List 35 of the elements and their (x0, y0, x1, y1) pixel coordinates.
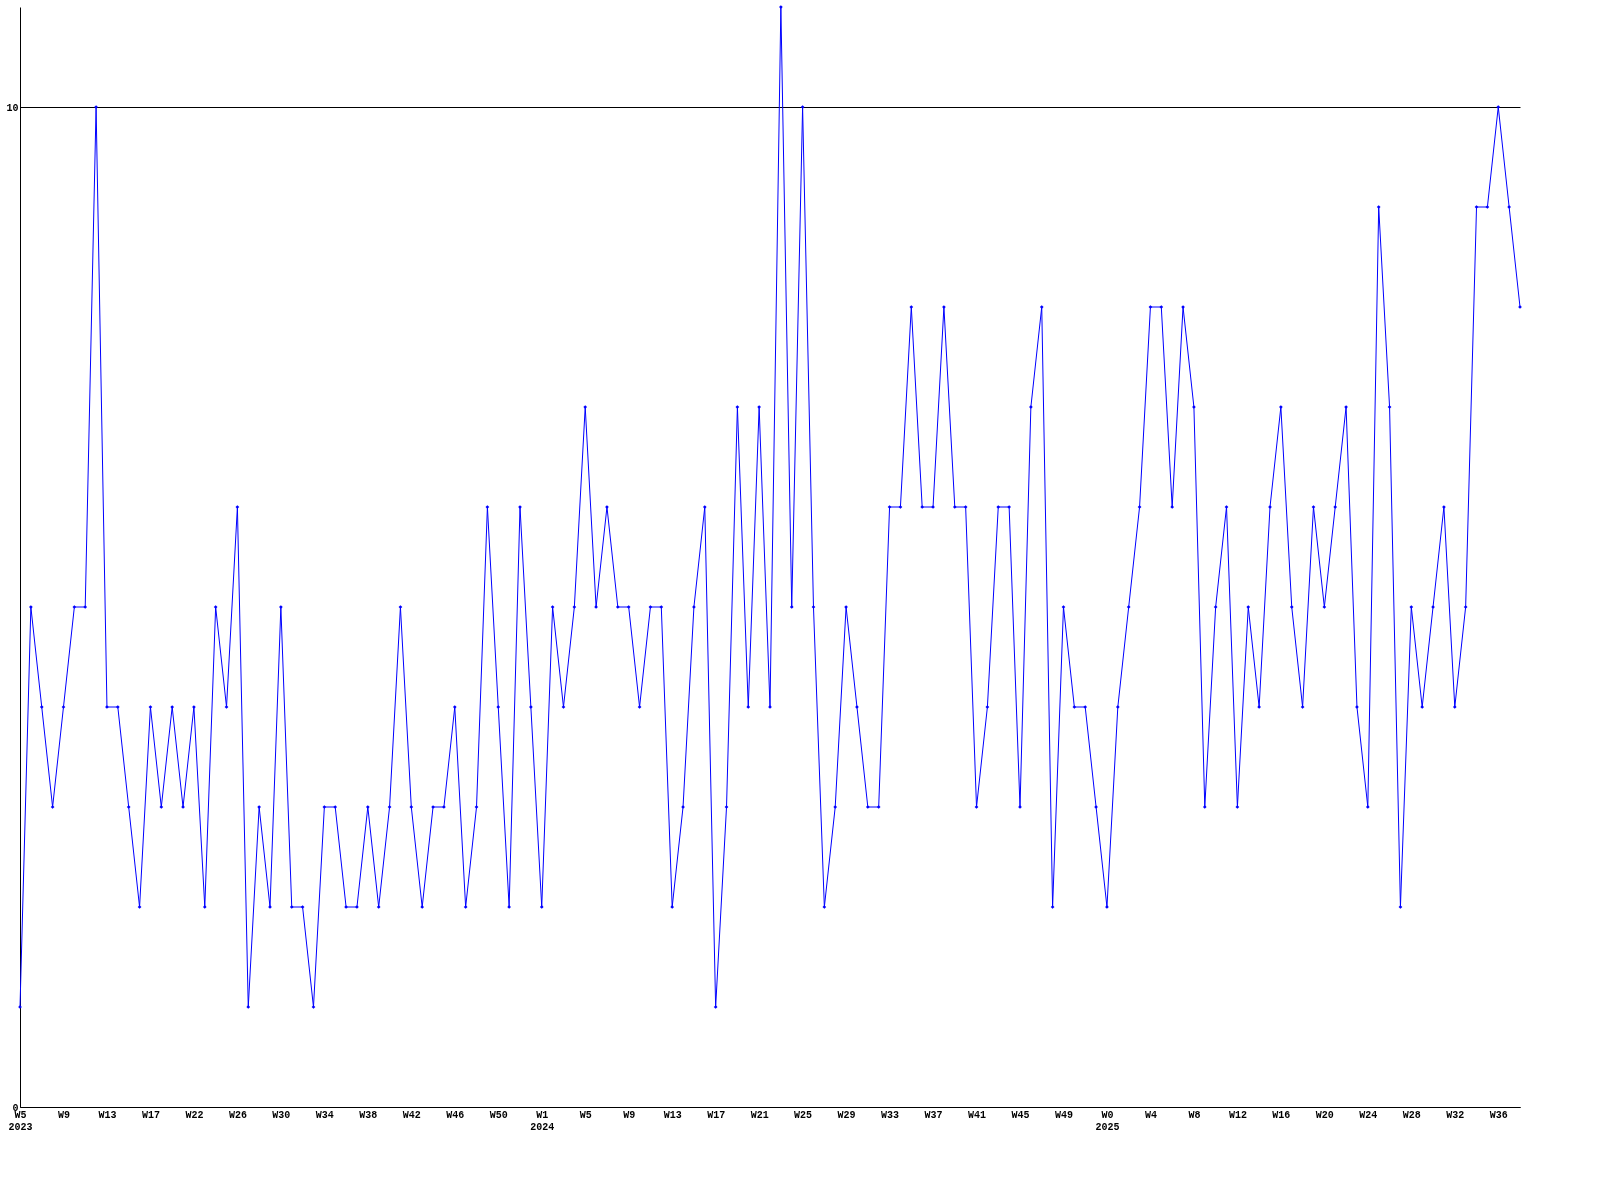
x-tick-label: W17 (141, 1109, 160, 1121)
x-tick-label: W25 (794, 1109, 813, 1121)
x-tick-label: W49 (1054, 1109, 1073, 1121)
x-tick-label: W12 (1228, 1109, 1247, 1121)
x-tick-label: W33 (881, 1109, 900, 1121)
x-tick-label: W37 (924, 1109, 943, 1121)
x-tick-label: W28 (1402, 1109, 1421, 1121)
x-tick-label: W13 (98, 1109, 117, 1121)
x-tick-label: W22 (185, 1109, 204, 1121)
x-tick-label: W17 (707, 1109, 726, 1121)
x-tick-label: W30 (272, 1109, 291, 1121)
x-tick-label: W42 (402, 1109, 421, 1121)
x-tick-label: W50 (489, 1109, 508, 1121)
x-tick-label: W34 (315, 1109, 334, 1121)
x-tick-label: W26 (228, 1109, 247, 1121)
x-tick-label: W46 (446, 1109, 465, 1121)
x-tick-label: W4 (1144, 1109, 1157, 1121)
x-tick-label: W9 (57, 1109, 70, 1121)
x-tick-label: W24 (1359, 1109, 1378, 1121)
y-tick-label: 10 (6, 102, 19, 114)
x-tick-label: W5 (579, 1109, 592, 1121)
x-tick-label: W45 (1011, 1109, 1030, 1121)
x-tick-label: W32 (1446, 1109, 1465, 1121)
x-tick-label: W20 (1315, 1109, 1334, 1121)
x-tick-label: W1 2024 (530, 1109, 555, 1133)
x-tick-label: W0 2025 (1095, 1109, 1120, 1133)
x-tick-label: W41 (968, 1109, 987, 1121)
x-tick-label: W36 (1489, 1109, 1508, 1121)
x-tick-label: W9 (623, 1109, 636, 1121)
x-tick-label: W29 (837, 1109, 856, 1121)
x-tick-label: W13 (663, 1109, 682, 1121)
x-tick-label: W8 (1188, 1109, 1201, 1121)
x-tick-label: W38 (359, 1109, 378, 1121)
x-tick-label: W16 (1272, 1109, 1291, 1121)
x-tick-label: W21 (750, 1109, 769, 1121)
